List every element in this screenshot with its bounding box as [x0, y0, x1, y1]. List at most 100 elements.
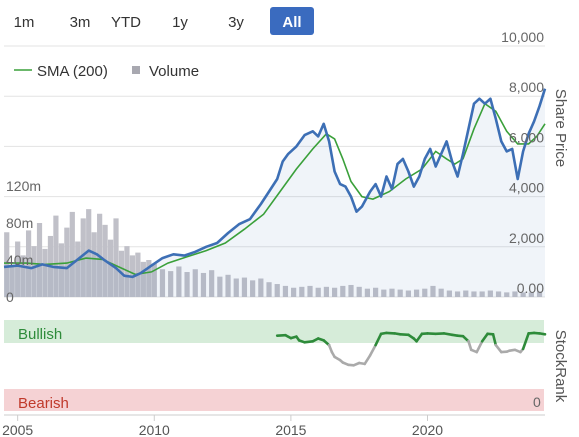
stockrank-segment [385, 331, 397, 335]
price-axis-ticks: 0.00 2,000 4,000 6,000 8,000 10,000 [501, 29, 544, 296]
x-tick-label: 2005 [2, 422, 33, 437]
volume-bar [536, 291, 543, 297]
range-button-label: 3m [70, 14, 91, 31]
stockrank-segment [398, 332, 410, 337]
volume-bar [356, 286, 362, 297]
volume-bar [364, 288, 370, 297]
range-button-all[interactable]: All [270, 7, 314, 35]
volume-bar [42, 248, 48, 297]
volume-bar [422, 288, 428, 297]
stockrank-line [275, 331, 547, 367]
volume-bar [266, 282, 272, 297]
volume-bar [124, 246, 130, 297]
stockrank-segment [363, 354, 372, 366]
price-line [3, 88, 547, 279]
volume-bar [91, 232, 97, 297]
bullish-label: Bullish [18, 326, 62, 343]
volume-bar [140, 261, 146, 297]
volume-legend-swatch [132, 66, 140, 74]
stockrank-segment [521, 332, 530, 351]
volume-axis-ticks: 0 40m 80m 120m [6, 178, 41, 305]
range-button-ytd[interactable]: YTD [111, 14, 141, 31]
volume-bar [107, 239, 114, 297]
volume-bar [225, 274, 231, 297]
volume-bar [168, 271, 174, 297]
stockrank-segment [475, 339, 484, 354]
volume-bar [487, 290, 493, 297]
x-tick-label: 2010 [139, 422, 170, 437]
x-tick-label: 2015 [275, 422, 306, 437]
volume-bar [274, 284, 280, 297]
volume-bar [250, 280, 256, 297]
range-button-label: YTD [111, 14, 141, 31]
volume-bar [217, 276, 223, 297]
sma-legend-label: SMA (200) [37, 63, 108, 80]
volume-bar [463, 290, 469, 297]
volume-bar [512, 291, 518, 297]
volume-legend-label: Volume [149, 63, 199, 80]
volume-tick-label: 0 [6, 289, 14, 305]
range-button-label: 1y [172, 14, 188, 31]
volume-bar [241, 277, 248, 297]
stockrank-segment [467, 339, 473, 352]
range-button-label: 1m [14, 14, 35, 31]
volume-bar [307, 285, 313, 297]
volume-bar [397, 289, 403, 297]
volume-bar [471, 291, 477, 297]
volume-bar [282, 285, 289, 297]
volume-bar [69, 211, 75, 297]
bullish-band [4, 320, 544, 343]
volume-bar [438, 288, 444, 297]
range-button-1m[interactable]: 1m [14, 14, 35, 31]
volume-bar [86, 209, 92, 297]
stockrank-segment [275, 333, 287, 338]
volume-bar [9, 264, 15, 297]
volume-bar [15, 241, 21, 297]
volume-bar [75, 241, 81, 297]
stockrank-segment [494, 343, 503, 354]
volume-bar [528, 292, 534, 297]
volume-bar [315, 287, 321, 297]
stockrank-segment [538, 332, 547, 336]
volume-bar [389, 288, 395, 297]
volume-bar [31, 246, 37, 297]
volume-bar [405, 290, 411, 297]
volume-bar [504, 292, 510, 297]
volume-bar [299, 286, 305, 297]
price-tick-label: 0.00 [517, 280, 544, 296]
stockrank-segment [368, 343, 377, 357]
range-button-3y[interactable]: 3y [228, 14, 244, 31]
volume-tick-label: 40m [6, 252, 33, 268]
volume-bar [430, 285, 436, 297]
volume-bar [36, 223, 43, 297]
stockrank-segment [374, 332, 383, 347]
volume-bar [151, 263, 157, 297]
volume-bar [479, 291, 485, 297]
range-button-label: All [282, 14, 301, 31]
volume-bar [176, 266, 182, 297]
price-tick-label: 6,000 [509, 129, 544, 145]
volume-bar [80, 218, 86, 297]
volume-bar [340, 285, 346, 297]
price-axis-title: Share Price [552, 89, 569, 167]
volume-bar [146, 260, 152, 297]
volume-bar [495, 291, 502, 297]
x-axis-ticks: 2005 2010 2015 2020 [2, 415, 443, 437]
stockrank-segment [480, 332, 489, 343]
range-button-1y[interactable]: 1y [172, 14, 188, 31]
range-selector: 1m 3m YTD 1y 3y All [14, 7, 314, 35]
volume-bar [113, 218, 119, 297]
volume-bar [413, 289, 420, 297]
range-button-3m[interactable]: 3m [70, 14, 91, 31]
bearish-band [4, 389, 544, 411]
price-area-fill [4, 88, 545, 297]
volume-bar [258, 278, 264, 297]
stockrank-axis-title: StockRank [552, 330, 569, 403]
stockrank-segment [442, 332, 454, 337]
x-tick-label: 2020 [412, 422, 443, 437]
stockrank-scale-label: 0 [533, 394, 541, 410]
volume-bar [323, 286, 330, 297]
volume-bar [291, 287, 297, 297]
stockrank-segment [491, 332, 498, 347]
volume-bar [233, 278, 239, 297]
